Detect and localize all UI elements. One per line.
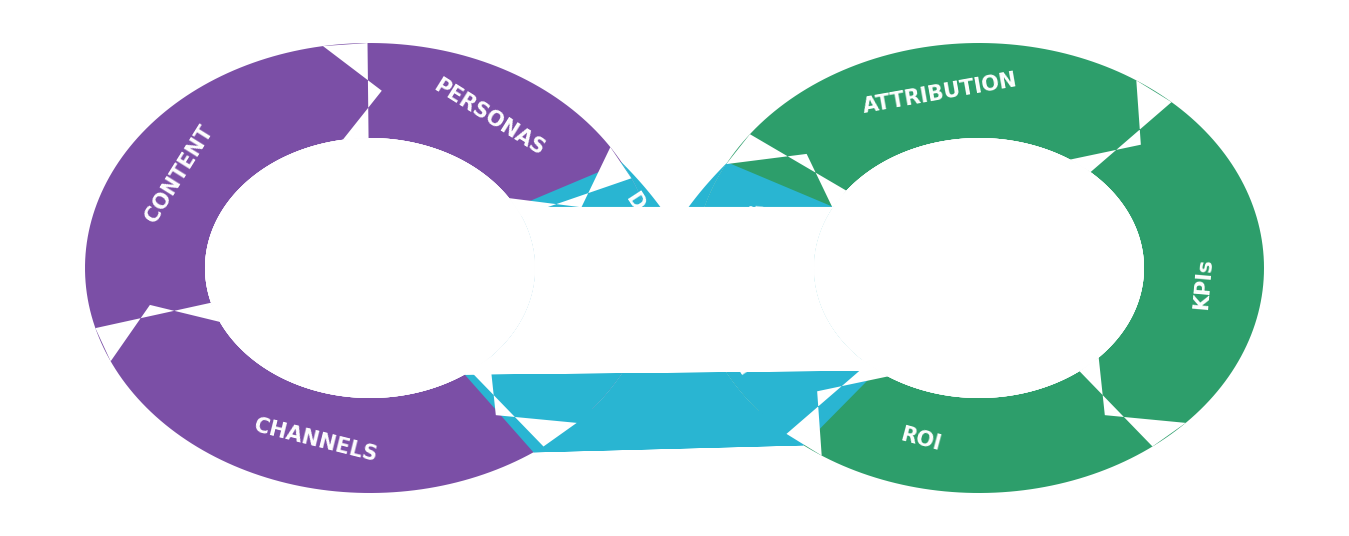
Polygon shape [96, 303, 220, 361]
Polygon shape [693, 43, 1264, 493]
Text: CHANNELS: CHANNELS [252, 415, 379, 465]
Polygon shape [464, 162, 656, 452]
Polygon shape [205, 138, 536, 398]
Polygon shape [1079, 358, 1186, 446]
Text: CONTENT: CONTENT [142, 122, 217, 226]
Polygon shape [813, 138, 1144, 398]
Polygon shape [533, 162, 804, 452]
Polygon shape [813, 138, 1144, 398]
Text: PERSONAS: PERSONAS [430, 76, 548, 160]
Text: DATA COLLECTION: DATA COLLECTION [623, 188, 755, 378]
Text: KPIs: KPIs [1191, 257, 1215, 310]
Polygon shape [693, 162, 877, 445]
Polygon shape [1070, 80, 1171, 172]
Text: TESTING: TESTING [741, 202, 769, 303]
Polygon shape [85, 43, 656, 493]
Polygon shape [464, 207, 877, 375]
Polygon shape [471, 358, 577, 446]
Polygon shape [205, 138, 536, 398]
Polygon shape [509, 147, 631, 216]
Text: ATTRIBUTION: ATTRIBUTION [861, 70, 1018, 117]
Text: TOOLS: TOOLS [554, 295, 603, 374]
Polygon shape [786, 364, 888, 456]
Polygon shape [322, 43, 382, 140]
Polygon shape [813, 138, 1144, 398]
Text: ROI: ROI [898, 425, 943, 455]
Polygon shape [205, 138, 536, 398]
Polygon shape [726, 134, 846, 208]
